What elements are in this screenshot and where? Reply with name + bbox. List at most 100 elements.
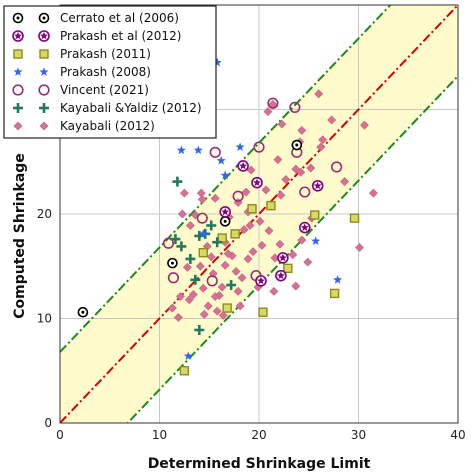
data-point-star-in-circle <box>237 160 249 172</box>
data-point-diamond <box>275 239 285 249</box>
data-point-diamond <box>198 283 208 293</box>
data-point-diamond <box>239 225 249 235</box>
data-point-open-circle <box>253 141 265 153</box>
x-tick-label: 10 <box>152 428 167 442</box>
data-point-diamond <box>257 240 267 250</box>
data-point-diamond <box>360 120 369 130</box>
data-point-dotted-circle <box>291 139 303 151</box>
legend: Cerrato et al (2006) Prakash et al (2012)… <box>3 5 217 139</box>
data-point-diamond <box>277 119 287 129</box>
y-tick-label: 20 <box>37 207 52 221</box>
data-point-diamond <box>303 257 313 267</box>
legend-marker-plus <box>39 103 49 113</box>
data-point-diamond <box>369 188 378 198</box>
legend-label: Prakash (2008) <box>60 65 151 79</box>
data-point-square <box>198 247 208 258</box>
data-point-square <box>230 229 240 239</box>
legend-marker-open-circle <box>12 84 24 96</box>
data-point-diamond <box>220 260 230 270</box>
data-point-open-circle <box>206 275 218 287</box>
data-point-diamond <box>182 262 192 272</box>
data-points <box>77 57 378 376</box>
data-point-plus <box>176 241 187 252</box>
data-point-diamond <box>263 107 273 117</box>
data-point-plus <box>194 324 205 335</box>
data-point-diamond <box>199 309 209 319</box>
data-point-star <box>176 145 186 155</box>
legend-marker-star-in-circle <box>38 30 50 42</box>
legend-box <box>3 5 217 139</box>
data-point-diamond <box>269 286 279 296</box>
legend-label: Cerrato et al (2006) <box>60 11 179 25</box>
data-point-star <box>216 155 226 165</box>
y-axis-title: Computed Shrinkage <box>12 153 28 319</box>
data-point-dotted-circle <box>77 306 89 318</box>
data-point-diamond <box>212 306 222 316</box>
data-point-star <box>220 170 230 180</box>
data-point-diamond <box>197 194 207 204</box>
data-point-diamond <box>316 142 326 152</box>
data-point-open-circle <box>162 237 175 249</box>
data-point-diamond <box>241 187 251 197</box>
data-point-diamond <box>175 292 185 301</box>
legend-marker-dotted-circle <box>38 12 50 24</box>
data-point-diamond <box>288 250 298 260</box>
y-tick-label: 10 <box>37 312 52 326</box>
data-point-diamond <box>281 175 291 184</box>
legend-marker-square <box>39 49 49 59</box>
data-point-plus <box>172 176 183 187</box>
data-point-plus <box>212 237 223 248</box>
data-point-square <box>179 366 190 376</box>
data-point-diamond <box>206 252 216 262</box>
data-point-diamond <box>246 165 256 175</box>
x-tick-label: 20 <box>251 428 266 442</box>
data-point-square <box>247 204 257 214</box>
legend-marker-plus <box>13 103 23 113</box>
data-point-diamond <box>340 177 349 187</box>
data-point-diamond <box>261 185 271 195</box>
data-point-diamond <box>195 261 205 271</box>
data-point-diamond <box>306 163 316 173</box>
data-point-star <box>193 145 203 155</box>
legend-label: Prakash et al (2012) <box>60 29 181 43</box>
data-point-diamond <box>223 249 233 259</box>
legend-marker-square <box>13 49 23 59</box>
data-point-diamond <box>177 209 187 219</box>
data-point-plus <box>170 234 181 245</box>
data-point-diamond <box>297 235 307 245</box>
data-point-diamond <box>188 290 198 299</box>
legend-label: Kayabali (2012) <box>60 119 155 133</box>
data-point-square <box>329 288 340 299</box>
data-point-diamond <box>173 313 183 322</box>
data-point-diamond <box>185 221 195 230</box>
data-point-diamond <box>327 115 337 125</box>
data-point-diamond <box>237 273 247 283</box>
data-point-square <box>310 210 320 220</box>
one-to-one-line <box>60 5 458 423</box>
data-point-open-circle <box>299 186 311 198</box>
data-point-square <box>217 233 227 243</box>
data-point-open-circle <box>267 97 279 109</box>
data-point-diamond <box>203 301 213 311</box>
data-point-diamond <box>264 226 274 236</box>
data-point-star-in-circle <box>311 179 324 192</box>
legend-marker-open-circle <box>38 84 50 96</box>
data-point-open-circle <box>196 212 208 224</box>
legend-marker-diamond <box>13 121 23 131</box>
data-point-diamond <box>218 310 228 320</box>
x-axis-title: Determined Shrinkage Limit <box>148 456 371 472</box>
lower-bound-line <box>126 75 458 423</box>
data-point-diamond <box>276 190 286 200</box>
data-point-star <box>333 275 343 284</box>
data-point-square <box>283 263 293 274</box>
data-point-star-in-circle <box>255 275 267 287</box>
legend-marker-diamond <box>39 121 49 131</box>
data-point-diamond <box>235 301 245 311</box>
data-point-star-in-circle <box>275 269 287 282</box>
data-point-diamond <box>231 267 241 276</box>
data-point-diamond <box>355 243 364 252</box>
data-point-diamond <box>291 164 301 174</box>
data-point-star <box>212 57 222 67</box>
data-point-open-circle <box>331 161 343 173</box>
